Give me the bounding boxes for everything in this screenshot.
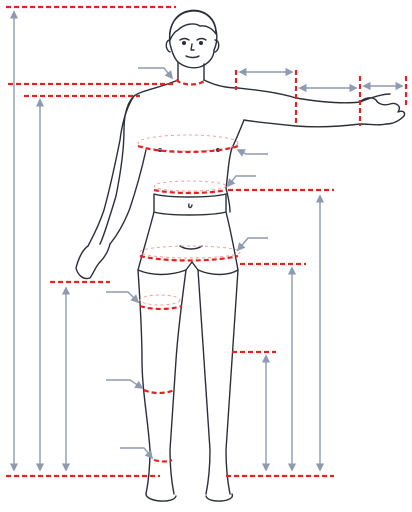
left-hand: [75, 243, 111, 280]
ankle-pointer: [120, 447, 154, 460]
thigh-measure: [139, 304, 183, 311]
hair: [169, 10, 217, 41]
navel: [188, 203, 193, 209]
left-ear: [165, 39, 171, 53]
neck-measure: [175, 79, 207, 86]
right-leg-outer: [225, 269, 239, 495]
chest-pointer: [236, 149, 268, 157]
shorts: [137, 211, 239, 276]
waist-measure: [153, 188, 227, 195]
hip-pointer: [236, 237, 268, 252]
head: [168, 9, 218, 69]
hip-measure: [139, 254, 239, 262]
thigh-pointer: [106, 291, 140, 304]
torso-left: [99, 79, 179, 245]
chest-guide: [137, 134, 239, 152]
torso-right: [225, 119, 245, 213]
guide-ellipses: [137, 134, 241, 306]
hip-guide: [139, 245, 241, 259]
shorts-fly: [179, 245, 203, 250]
waist-guide: [153, 180, 227, 192]
dimension-arrows: [9, 10, 404, 472]
torso-right-arm-top: [203, 79, 391, 104]
neck: [177, 61, 205, 81]
left-arm-outer: [87, 95, 135, 247]
waist-pointer: [226, 175, 256, 188]
shorts-waistband: [153, 193, 227, 216]
right-leg-inner: [197, 269, 211, 495]
face: [179, 37, 207, 59]
chest-measure: [137, 144, 239, 154]
left-arm-inner: [109, 149, 147, 245]
knee-measure: [143, 388, 175, 395]
ankle-measure: [153, 458, 173, 463]
thigh-guide: [139, 294, 181, 306]
body-outline: [75, 9, 406, 502]
right-ear: [214, 39, 220, 53]
knee-pointer: [106, 379, 144, 389]
raised-hand: [359, 97, 406, 125]
left-foot: [145, 493, 177, 502]
left-leg-outer: [137, 269, 151, 495]
left-leg-inner: [169, 269, 187, 495]
right-foot: [205, 493, 233, 502]
measure-lines: [6, 5, 408, 478]
neck-pointer: [138, 67, 174, 80]
raised-arm-bottom: [243, 119, 387, 128]
